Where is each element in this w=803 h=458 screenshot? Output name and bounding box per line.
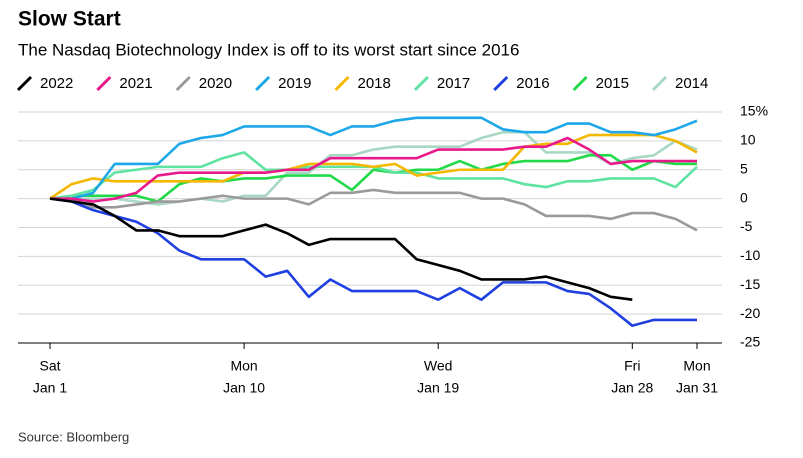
series-line: [50, 116, 698, 200]
x-tick-label: Jan 28: [611, 380, 653, 396]
x-tick-label: Mon: [683, 358, 710, 374]
x-tick-label: Jan 1: [33, 380, 67, 396]
y-tick-label: 15%: [740, 103, 768, 119]
legend-label: 2020: [199, 75, 232, 92]
series-line: [50, 136, 697, 203]
source: Source: Bloomberg: [18, 429, 129, 444]
y-tick-label: 10: [740, 132, 756, 148]
x-tick-label: Sat: [39, 358, 60, 374]
chart-title: Slow Start: [18, 8, 121, 31]
legend-label: 2022: [40, 75, 73, 92]
x-tick-label: Jan 19: [417, 380, 459, 396]
series-line: [49, 154, 697, 203]
y-tick-label: -20: [740, 305, 760, 321]
legend-label: 2021: [119, 75, 152, 92]
legend-swatch: [96, 75, 112, 92]
y-tick-label: 0: [740, 189, 748, 205]
series-line: [50, 130, 698, 206]
chart-subtitle: The Nasdaq Biotechnology Index is off to…: [18, 40, 519, 59]
legend-label: 2017: [437, 75, 470, 92]
y-tick-label: -25: [740, 334, 760, 350]
x-tick-label: Jan 10: [223, 380, 265, 396]
y-tick-label: -15: [740, 276, 760, 292]
legend-label: 2016: [516, 75, 549, 92]
legend-label: 2019: [278, 75, 311, 92]
legend-swatch: [572, 75, 588, 92]
legend-swatch: [16, 75, 33, 92]
legend-label: 2014: [675, 75, 708, 92]
legend-swatch: [255, 75, 271, 92]
y-tick-label: 5: [740, 160, 748, 176]
legend-label: 2018: [358, 75, 391, 92]
y-tick-label: -10: [740, 247, 760, 263]
legend-swatch: [493, 75, 509, 92]
series-line: [49, 197, 633, 301]
x-tick-label: Wed: [424, 358, 453, 374]
x-tick-label: Jan 31: [676, 380, 718, 396]
series-line: [50, 188, 698, 232]
y-tick-label: -5: [740, 218, 753, 234]
legend-label: 2015: [596, 75, 629, 92]
legend-swatch: [651, 75, 668, 92]
legend-swatch: [175, 75, 191, 92]
series-line: [49, 133, 698, 200]
legend-swatch: [334, 75, 350, 92]
legend-swatch: [413, 75, 429, 92]
series-line: [49, 197, 697, 327]
x-tick-label: Fri: [624, 358, 640, 374]
x-tick-label: Mon: [230, 358, 257, 374]
